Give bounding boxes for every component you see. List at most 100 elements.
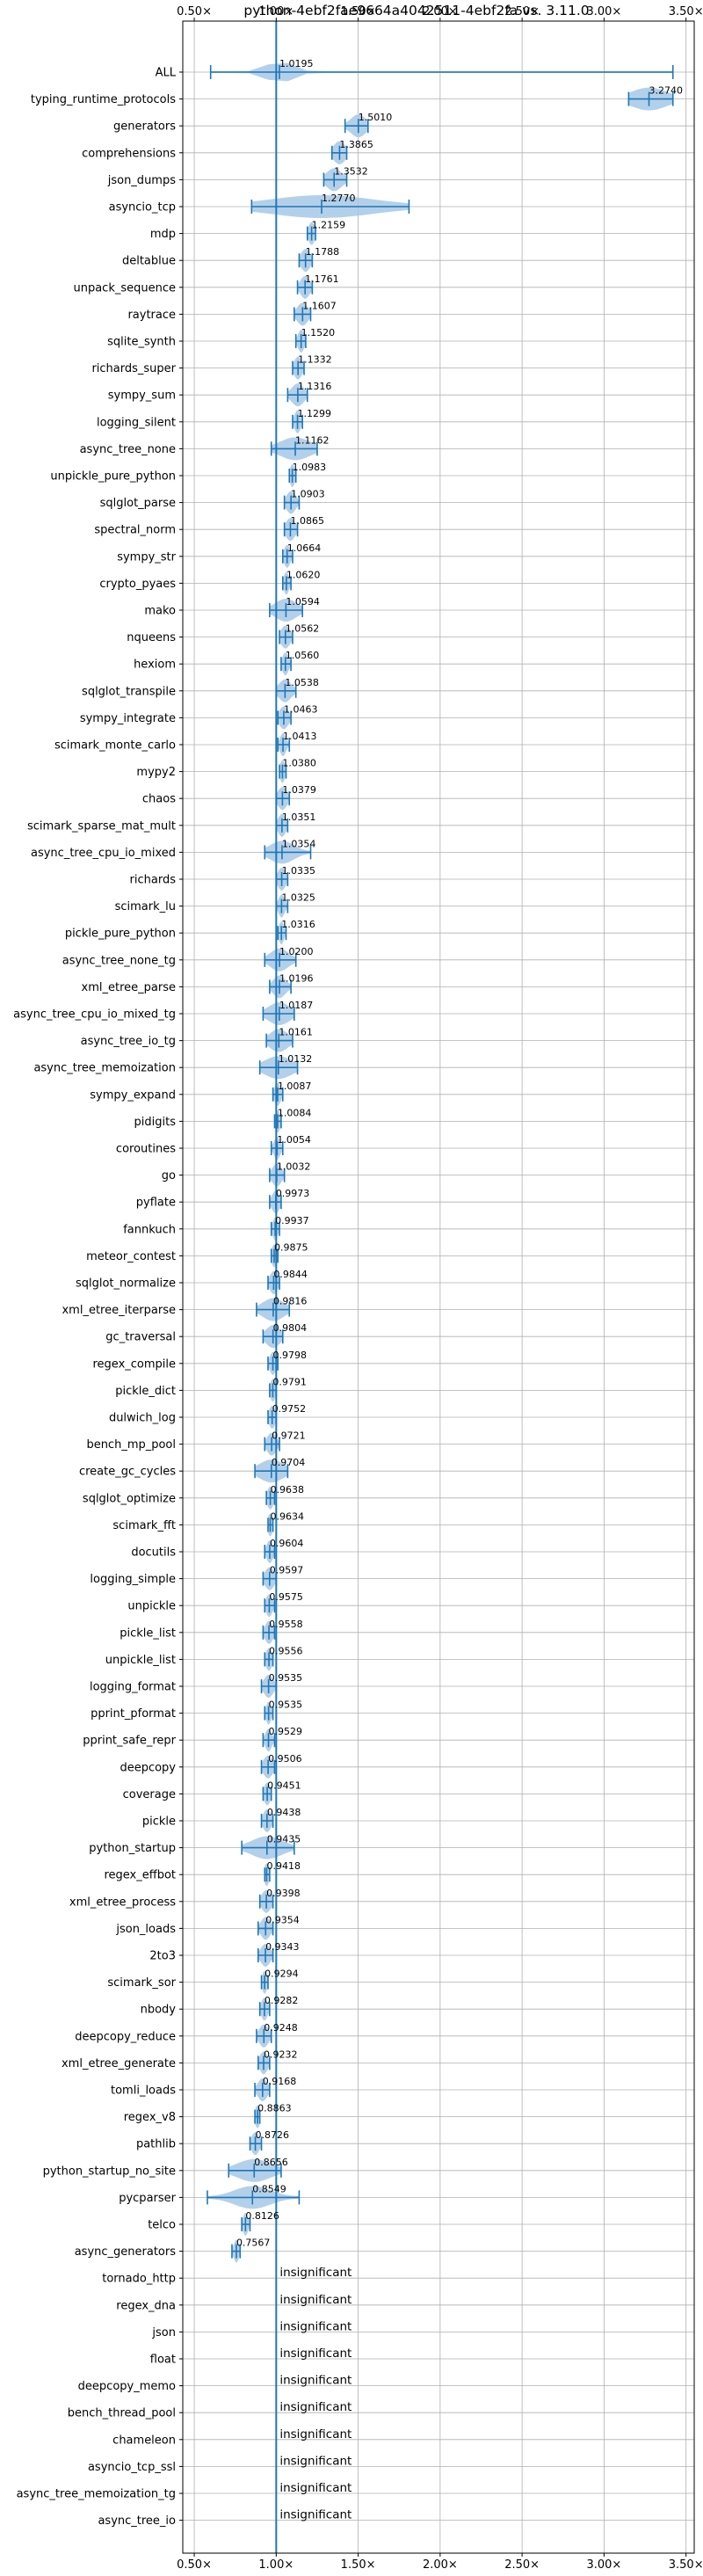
y-tick-label: float <box>150 2354 176 2367</box>
value-label: 0.9535 <box>269 1672 303 1684</box>
y-tick-label: dulwich_log <box>109 1412 176 1425</box>
value-label: 1.0335 <box>282 865 316 877</box>
y-tick-label: meteor_contest <box>86 1250 176 1263</box>
y-tick-label: json_loads <box>115 1923 176 1936</box>
y-tick-label: pycparser <box>119 2192 176 2205</box>
value-label: 0.9398 <box>266 1888 301 1899</box>
y-tick-label: async_tree_io <box>98 2514 176 2528</box>
y-tick-label: pickle_list <box>120 1626 176 1640</box>
y-tick-label: nqueens <box>127 631 176 644</box>
x-tick-label-top: 3.00× <box>586 5 621 18</box>
y-tick-label: python_startup <box>89 1842 176 1855</box>
y-tick-label: xml_etree_generate <box>62 2057 176 2070</box>
value-label: 0.9804 <box>273 1322 308 1334</box>
value-label: 1.0413 <box>283 731 317 742</box>
value-label: 1.0562 <box>286 623 320 635</box>
y-tick-label: sqlglot_parse <box>100 497 176 510</box>
x-tick-label-bottom: 0.50× <box>177 2558 212 2572</box>
y-tick-label: richards_super <box>91 362 176 375</box>
value-label: 0.9529 <box>269 1726 303 1737</box>
value-label: 0.9844 <box>273 1269 308 1280</box>
value-label: 0.9704 <box>272 1457 306 1468</box>
value-label: 0.7567 <box>236 2238 271 2249</box>
value-label: 0.8863 <box>257 2103 292 2114</box>
y-tick-label: bench_mp_pool <box>86 1438 176 1452</box>
x-tick-label-top: 2.00× <box>423 5 458 18</box>
insignificant-label: insignificant <box>279 2266 352 2280</box>
y-tick-label: scimark_sor <box>107 1976 176 1990</box>
x-tick-label-top: 0.50× <box>177 5 212 18</box>
y-tick-label: 2to3 <box>149 1950 176 1963</box>
value-label: 1.0084 <box>278 1107 312 1118</box>
x-tick-label-top: 1.00× <box>258 5 294 18</box>
value-label: 0.9232 <box>264 2048 298 2060</box>
y-tick-label: async_tree_none_tg <box>62 954 176 967</box>
value-label: 0.9354 <box>265 1914 300 1925</box>
value-label: 1.0196 <box>279 972 314 984</box>
value-label: 0.9451 <box>267 1779 301 1791</box>
y-tick-label: logging_silent <box>97 416 176 429</box>
y-tick-label: logging_simple <box>90 1573 176 1586</box>
value-label: 0.9634 <box>270 1510 304 1522</box>
y-tick-label: regex_compile <box>92 1357 176 1371</box>
value-label: 1.0032 <box>277 1161 311 1173</box>
value-label: 1.1788 <box>306 246 340 258</box>
y-tick-label: nbody <box>141 2004 177 2017</box>
value-label: 0.9721 <box>272 1430 306 1442</box>
value-label: 1.1520 <box>301 327 336 338</box>
value-label: 1.2159 <box>312 220 346 231</box>
value-label: 1.0560 <box>286 650 320 661</box>
y-tick-label: deepcopy <box>120 1761 176 1774</box>
value-label: 1.1761 <box>305 273 339 285</box>
y-tick-label: pickle <box>142 1816 176 1829</box>
value-label: 0.9638 <box>271 1484 305 1495</box>
y-tick-label: coroutines <box>116 1143 176 1156</box>
y-tick-label: xml_etree_parse <box>82 981 176 994</box>
y-tick-label: scimark_monte_carlo <box>54 739 176 753</box>
value-label: 0.9168 <box>263 2076 297 2087</box>
value-label: 0.9597 <box>270 1565 304 1576</box>
y-tick-label: typing_runtime_protocols <box>31 93 176 106</box>
y-tick-label: crypto_pyaes <box>99 578 176 591</box>
y-tick-label: unpickle_list <box>105 1654 176 1667</box>
y-axis-labels: ALL typing_runtime_protocols generators com… <box>13 67 183 2528</box>
y-tick-label: comprehensions <box>82 147 176 160</box>
y-tick-label: chaos <box>142 793 176 806</box>
insignificant-label: insignificant <box>279 2293 352 2307</box>
y-tick-label: json_dumps <box>107 174 176 187</box>
x-axis-ticks: 0.50× 0.50× 1.00× 1.00× 1.50× 1.50× 2.00× 2.00×… <box>177 5 703 2572</box>
y-tick-label: asyncio_tcp_ssl <box>88 2461 176 2474</box>
value-label: 0.9791 <box>272 1376 307 1387</box>
value-label: 3.2740 <box>649 85 684 97</box>
y-tick-label: async_generators <box>75 2245 177 2259</box>
y-tick-label: pickle_dict <box>115 1385 176 1398</box>
value-label: 1.0325 <box>281 892 315 904</box>
value-label: 1.0354 <box>282 838 316 849</box>
y-tick-label: unpack_sequence <box>73 281 176 295</box>
value-label: 0.8126 <box>245 2210 279 2222</box>
insignificant-label: insignificant <box>279 2374 352 2388</box>
value-label: 1.0187 <box>279 1000 314 1011</box>
y-tick-label: regex_v8 <box>124 2111 176 2124</box>
insignificant-label: insignificant <box>279 2481 352 2495</box>
value-label: 0.9535 <box>269 1699 303 1711</box>
y-tick-label: coverage <box>123 1788 176 1801</box>
value-label: 1.3532 <box>334 165 368 177</box>
y-tick-label: go <box>162 1169 176 1182</box>
y-tick-label: sqlite_synth <box>107 336 176 349</box>
insignificant-label: insignificant <box>279 2508 352 2522</box>
x-tick-label-top: 2.50× <box>504 5 540 18</box>
y-tick-label: ALL <box>156 67 177 80</box>
value-label: 1.0664 <box>287 542 322 554</box>
value-label: 1.1162 <box>295 434 330 446</box>
value-label: 0.9973 <box>276 1188 310 1199</box>
value-label: 1.0865 <box>290 515 324 527</box>
y-tick-label: create_gc_cycles <box>79 1466 176 1479</box>
value-label: 1.0538 <box>285 677 319 688</box>
value-labels: 1.0195 3.2740 1.5010 1.3865 1.3532 1.2770 1.21… <box>236 58 683 2522</box>
y-tick-label: async_tree_cpu_io_mixed <box>31 847 176 860</box>
y-tick-label: python_startup_no_site <box>43 2165 176 2178</box>
y-tick-label: pickle_pure_python <box>65 928 176 941</box>
y-tick-label: scimark_sparse_mat_mult <box>27 819 176 833</box>
